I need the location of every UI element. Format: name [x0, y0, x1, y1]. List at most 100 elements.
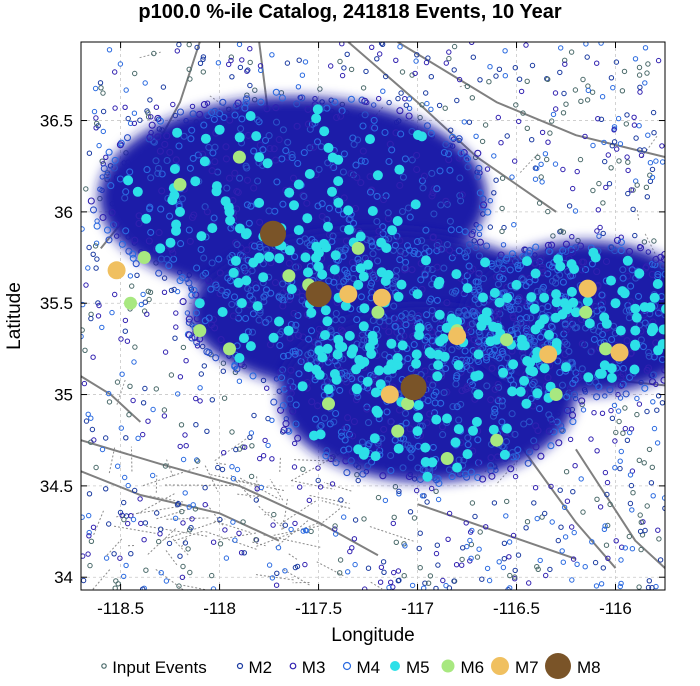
m5-point — [207, 223, 218, 234]
m5-point — [245, 341, 256, 352]
event-point — [125, 520, 131, 527]
cluster-event — [550, 428, 558, 436]
event-point — [631, 122, 638, 128]
road-line — [204, 465, 219, 493]
event-point — [503, 513, 509, 519]
cluster-event — [664, 346, 665, 352]
event-point — [352, 561, 358, 568]
m5-point — [599, 312, 610, 323]
cluster-event — [513, 319, 521, 328]
cluster-event — [643, 366, 651, 374]
cluster-event — [433, 296, 441, 304]
cluster-event — [458, 387, 466, 395]
cluster-event — [535, 405, 544, 413]
event-point — [469, 500, 476, 506]
event-point — [584, 97, 591, 103]
event-point — [569, 524, 575, 530]
m5-point — [442, 413, 452, 424]
m5-point — [217, 307, 228, 317]
event-point — [624, 154, 630, 160]
event-point — [650, 399, 656, 405]
cluster-event — [360, 336, 368, 344]
m5-point — [323, 384, 334, 395]
event-point — [611, 139, 618, 145]
m5-point — [327, 152, 338, 163]
cluster-event — [385, 235, 393, 243]
road-line — [166, 517, 209, 520]
event-point — [596, 233, 602, 239]
m5-point — [376, 237, 387, 248]
event-point — [240, 519, 246, 525]
event-point — [417, 114, 423, 121]
m5-point — [551, 289, 562, 300]
cluster-event — [294, 311, 302, 320]
cluster-event — [527, 395, 535, 403]
cluster-event — [327, 355, 336, 363]
event-point — [580, 407, 587, 413]
road-line — [256, 476, 258, 504]
road-line — [113, 525, 157, 535]
event-point — [512, 574, 518, 580]
cluster-event — [265, 315, 273, 323]
event-point — [496, 66, 503, 73]
cluster-event — [298, 292, 306, 300]
event-point — [611, 127, 617, 133]
m5-point — [374, 365, 384, 376]
cluster-event — [442, 364, 450, 373]
cluster-event — [177, 240, 185, 248]
event-point — [337, 570, 343, 576]
cluster-event — [537, 255, 545, 263]
event-point — [641, 460, 647, 466]
legend-item: M7 — [491, 657, 539, 677]
event-point — [542, 151, 549, 157]
m5-point — [254, 152, 265, 163]
cluster-event — [671, 334, 677, 340]
cluster-event — [625, 247, 634, 256]
m5-point — [431, 414, 442, 425]
event-point — [560, 229, 567, 235]
event-point — [173, 310, 179, 316]
event-point — [360, 85, 367, 91]
x-tick-label: -116.5 — [493, 599, 540, 618]
event-point — [221, 450, 227, 456]
event-point — [609, 143, 615, 149]
cluster-event — [408, 310, 416, 318]
road-line — [269, 479, 284, 501]
cluster-event — [623, 337, 631, 345]
event-point — [622, 425, 628, 432]
event-point — [121, 499, 127, 506]
m5-point — [424, 347, 435, 358]
event-point — [594, 228, 600, 234]
m5-point — [320, 305, 331, 316]
event-point — [117, 555, 123, 561]
cluster-event — [285, 259, 293, 267]
cluster-event — [595, 383, 603, 391]
event-point — [174, 288, 181, 295]
event-point — [187, 76, 193, 82]
event-point — [604, 479, 611, 486]
event-point — [647, 160, 654, 166]
event-point — [612, 438, 618, 444]
legend-marker — [491, 657, 509, 675]
event-point — [440, 577, 446, 584]
event-point — [341, 514, 347, 520]
cluster-event — [165, 262, 173, 270]
event-point — [252, 87, 258, 93]
cluster-event — [562, 240, 570, 248]
cluster-event — [156, 147, 164, 155]
cluster-event — [300, 192, 308, 200]
cluster-event — [175, 142, 183, 150]
event-point — [628, 187, 635, 193]
event-point — [572, 208, 579, 214]
cluster-event — [339, 328, 347, 336]
m7-point — [372, 288, 391, 307]
event-point — [392, 484, 399, 490]
cluster-event — [658, 355, 665, 364]
event-point — [223, 555, 230, 561]
event-point — [538, 161, 544, 168]
cluster-event — [154, 164, 163, 172]
cluster-event — [636, 321, 644, 329]
m5-point — [473, 370, 484, 381]
event-point — [317, 86, 323, 92]
event-point — [580, 509, 586, 515]
